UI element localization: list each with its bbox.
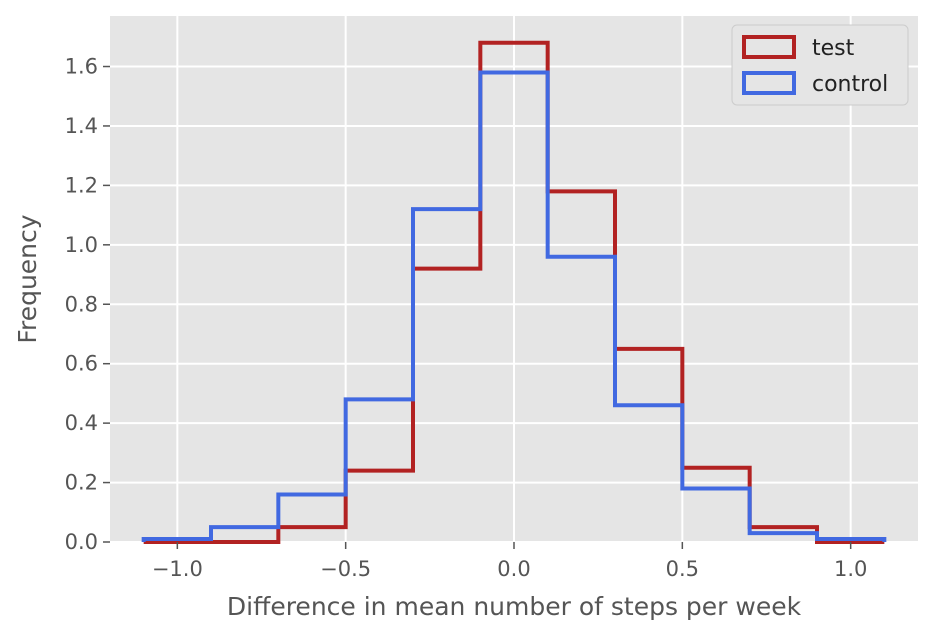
legend-swatch-test — [742, 35, 796, 59]
y-tick-label: 1.0 — [65, 233, 98, 257]
x-tick-label: −1.0 — [152, 557, 203, 581]
series-control-step-line — [141, 70, 887, 542]
legend: test control — [731, 24, 909, 106]
y-tick-label: 0.8 — [65, 292, 98, 316]
grid-lines — [110, 16, 918, 543]
y-tick-label: 0.4 — [65, 411, 98, 435]
y-tick-label: 1.6 — [65, 55, 98, 79]
x-tick-label: 1.0 — [834, 557, 867, 581]
x-axis-label: Difference in mean number of steps per w… — [227, 592, 802, 621]
y-tick-label: 1.4 — [65, 114, 98, 138]
x-tick-label: 0.0 — [497, 557, 530, 581]
axes: −1.0 −0.5 0.0 0.5 1.0 0.0 0.2 0.4 0.6 0.8 1.0 1.2 1.… — [65, 55, 868, 581]
y-tick-label: 0.0 — [65, 530, 98, 554]
x-tick-label: −0.5 — [320, 557, 371, 581]
y-tick-label: 1.2 — [65, 173, 98, 197]
legend-label-test: test — [812, 36, 855, 61]
y-tick-label: 0.6 — [65, 352, 98, 376]
legend-box — [731, 24, 909, 106]
legend-label-control: control — [812, 72, 888, 97]
legend-swatch-control — [742, 71, 796, 95]
x-tick-label: 0.5 — [666, 557, 699, 581]
y-axis-label: Frequency — [13, 214, 42, 343]
series-layer — [141, 40, 887, 544]
y-tick-label: 0.2 — [65, 471, 98, 495]
